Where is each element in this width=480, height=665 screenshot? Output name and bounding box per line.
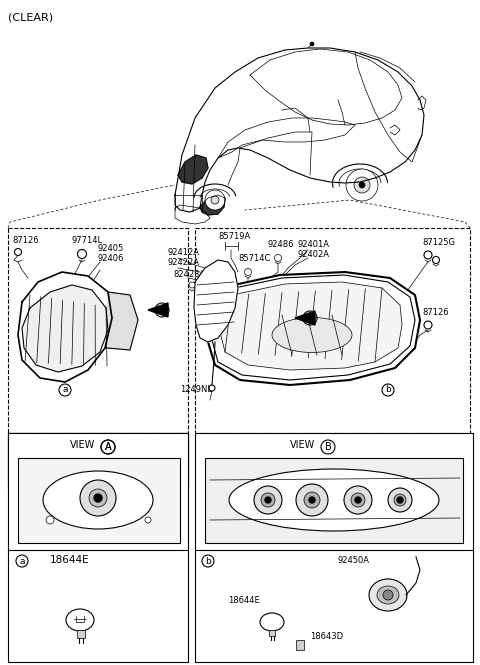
Polygon shape [200,195,225,215]
Ellipse shape [66,609,94,631]
Circle shape [77,249,86,259]
Text: 18644E: 18644E [50,555,90,565]
Ellipse shape [369,579,407,611]
Circle shape [275,255,281,261]
Text: 87126: 87126 [12,236,38,245]
Text: 92406: 92406 [97,254,123,263]
Circle shape [346,169,378,201]
Circle shape [205,190,225,210]
Circle shape [432,257,440,263]
Circle shape [351,493,365,507]
Circle shape [388,488,412,512]
Circle shape [397,497,403,503]
Circle shape [296,484,328,516]
Text: 87125G: 87125G [422,238,455,247]
Bar [8,433,188,551]
Bar [205,458,463,543]
Circle shape [14,249,22,255]
Circle shape [304,492,320,508]
Circle shape [310,42,314,46]
Text: 92402A: 92402A [298,250,330,259]
Text: 1249NL: 1249NL [180,385,212,394]
Polygon shape [220,282,402,370]
Text: 92422A: 92422A [168,258,200,267]
Ellipse shape [229,469,439,531]
Circle shape [254,486,282,514]
Circle shape [354,177,370,193]
Circle shape [145,517,151,523]
Bar [269,630,275,636]
Circle shape [244,269,252,275]
Circle shape [394,494,406,506]
Polygon shape [105,292,138,350]
Text: 87126: 87126 [422,308,449,317]
Ellipse shape [272,317,352,352]
Bar [18,458,180,543]
Ellipse shape [260,613,284,631]
Circle shape [309,497,315,503]
Ellipse shape [377,586,399,604]
Circle shape [94,494,102,502]
Polygon shape [295,311,315,325]
Circle shape [80,480,116,516]
Circle shape [261,493,275,507]
Text: 82423A: 82423A [173,270,205,279]
Circle shape [211,196,219,204]
Text: A: A [105,442,111,452]
Text: a: a [62,386,68,394]
Bar [195,433,473,551]
Text: 18643D: 18643D [310,632,343,641]
Text: A: A [159,305,165,315]
Text: 92450A: 92450A [338,556,370,565]
Bar [8,228,188,433]
Text: VIEW: VIEW [290,440,315,450]
Text: 97714L: 97714L [72,236,103,245]
Bar [195,228,470,433]
Circle shape [89,489,107,507]
Text: (CLEAR): (CLEAR) [8,12,53,22]
Text: A: A [105,442,111,452]
Text: VIEW: VIEW [70,440,95,450]
Polygon shape [22,285,108,372]
Circle shape [424,251,432,259]
Text: 92412A: 92412A [168,248,200,257]
Text: 85719A: 85719A [218,232,250,241]
Text: B: B [324,442,331,452]
Text: a: a [19,557,25,565]
Bar [77,630,85,638]
Text: 92486: 92486 [268,240,295,249]
Polygon shape [208,272,420,385]
Text: B: B [307,313,313,323]
Text: 85714C: 85714C [238,254,270,263]
Polygon shape [148,303,168,317]
Polygon shape [178,155,208,184]
Circle shape [265,497,271,503]
Circle shape [424,321,432,329]
Bar [296,640,304,650]
Text: 92401A: 92401A [298,240,330,249]
Bar [195,550,473,662]
Circle shape [355,497,361,503]
Bar [8,433,188,488]
Polygon shape [194,260,238,342]
Circle shape [344,486,372,514]
Text: b: b [205,557,211,565]
Circle shape [189,282,195,288]
Ellipse shape [43,471,153,529]
Bar [8,550,188,662]
Text: 18644E: 18644E [228,596,260,605]
Circle shape [46,516,54,524]
Circle shape [383,590,393,600]
Circle shape [359,182,365,188]
Polygon shape [18,272,112,382]
Text: VIEW: VIEW [70,440,95,450]
Text: b: b [385,386,391,394]
Circle shape [209,385,215,391]
Bar [8,433,188,485]
Text: 92405: 92405 [97,244,123,253]
